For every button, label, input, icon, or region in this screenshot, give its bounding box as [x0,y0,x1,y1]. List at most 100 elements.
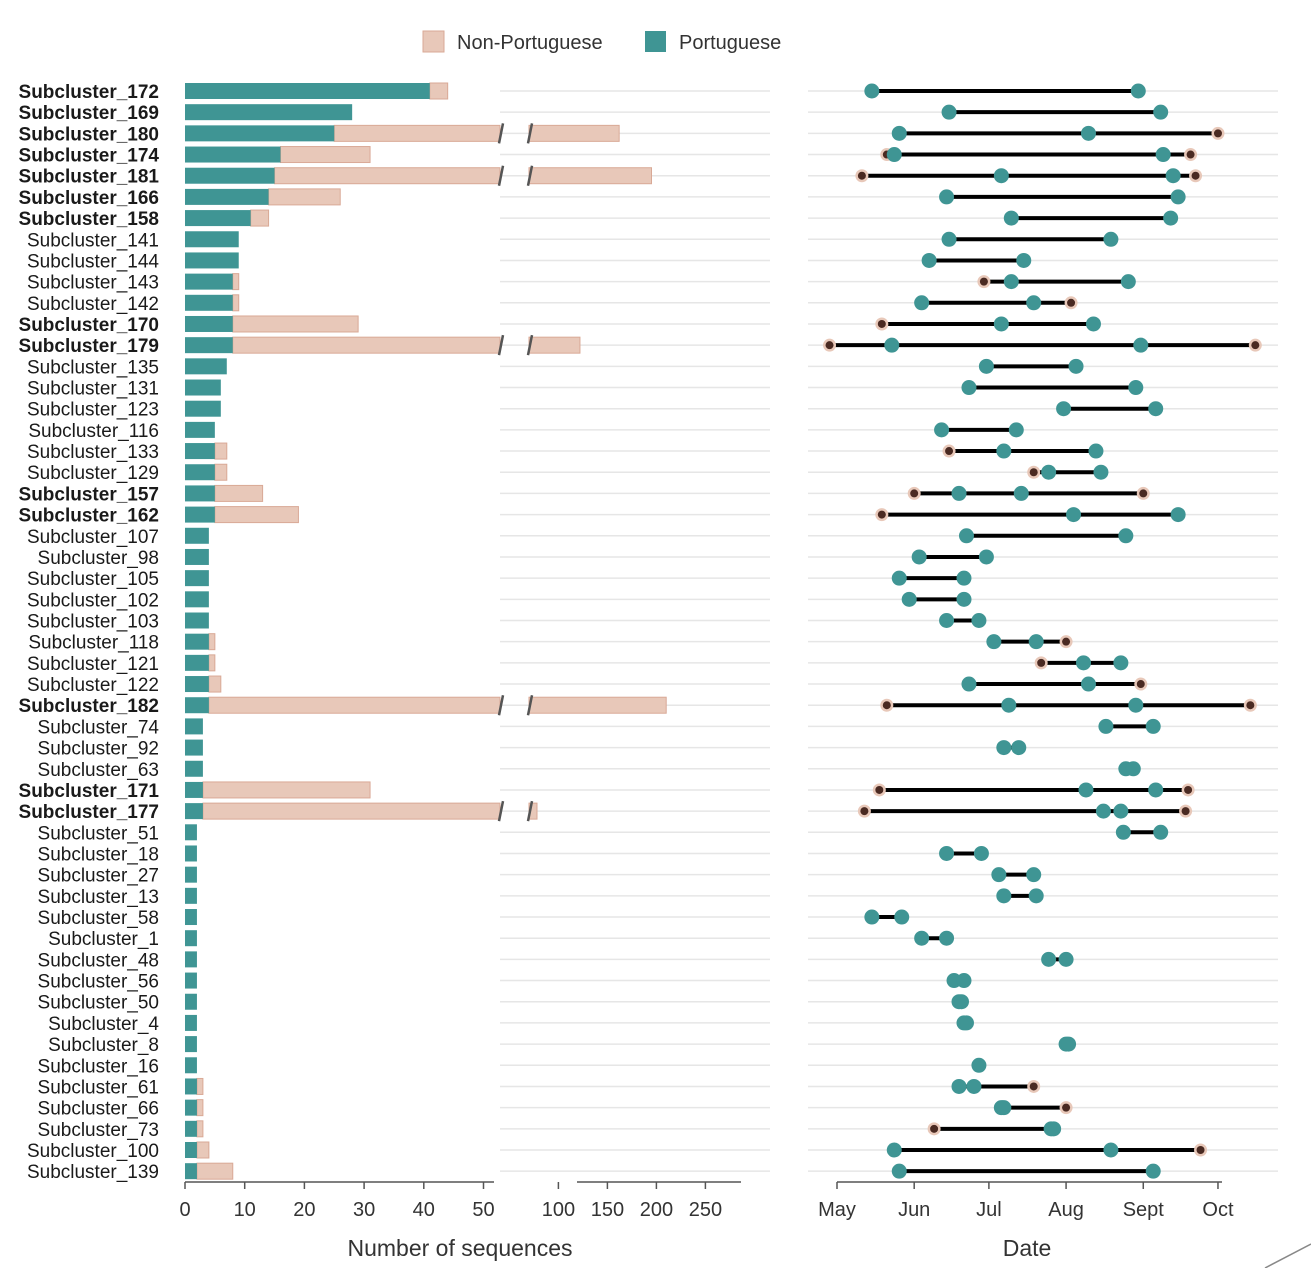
category-label: Subcluster_116 [28,421,159,442]
category-labels: Subcluster_172Subcluster_169Subcluster_1… [19,82,160,1183]
non-portuguese-bar [208,654,216,672]
non-portuguese-date-point [1251,341,1260,350]
portuguese-date-point [1026,867,1042,883]
portuguese-bar [185,993,197,1010]
bar-x-tick-label: 20 [293,1199,315,1221]
axis-break-marker [497,694,505,716]
non-portuguese-date-point [882,701,891,710]
portuguese-bar [185,146,281,163]
portuguese-date-point [886,1142,902,1158]
non-portuguese-bar [333,124,501,142]
portuguese-date-point [891,570,907,586]
portuguese-bar [185,464,215,481]
portuguese-bar [185,548,209,565]
portuguese-date-point [1003,210,1019,226]
portuguese-date-point [958,1015,974,1031]
portuguese-date-point [1078,782,1094,798]
portuguese-date-point [1148,401,1164,417]
portuguese-date-point [951,1078,967,1094]
category-label: Subcluster_179 [19,336,159,357]
portuguese-date-point [1113,803,1129,819]
non-portuguese-date-point [1213,129,1222,138]
non-portuguese-date-point [1029,468,1038,477]
category-label: Subcluster_74 [38,717,160,738]
portuguese-date-point [1016,252,1032,268]
portuguese-date-point [1001,697,1017,713]
category-label: Subcluster_157 [19,484,159,505]
portuguese-bar [185,188,269,205]
portuguese-bar [185,210,251,227]
portuguese-date-point [1028,888,1044,904]
portuguese-date-point [1080,125,1096,141]
category-label: Subcluster_58 [38,908,159,929]
portuguese-date-point [1076,655,1092,671]
date-x-tick-label: Sept [1123,1199,1165,1221]
portuguese-date-point [971,613,987,628]
non-portuguese-date-point [1191,171,1200,180]
portuguese-date-point [991,867,1007,883]
portuguese-bar [185,83,430,99]
date-panel [823,83,1262,1179]
bar-x-tick-label: 40 [413,1199,435,1221]
category-label: Subcluster_141 [27,230,159,251]
non-portuguese-date-point [979,277,988,286]
date-x-tick-label: Jun [898,1199,930,1221]
portuguese-date-point [1170,189,1186,205]
category-label: Subcluster_56 [38,972,159,993]
category-label: Subcluster_177 [19,802,159,823]
bar-x-tick-label: 200 [640,1199,673,1221]
non-portuguese-date-point [1181,807,1190,816]
portuguese-date-point [1153,824,1169,840]
portuguese-bar [185,1142,197,1158]
legend-swatch-non-portuguese [422,30,445,53]
non-portuguese-date-point [1196,1146,1205,1154]
portuguese-bar [185,824,197,841]
category-label: Subcluster_170 [19,315,159,336]
date-x-tick-label: Aug [1048,1199,1084,1221]
portuguese-bar [185,1014,197,1031]
portuguese-bar [185,654,209,671]
category-label: Subcluster_181 [19,167,160,188]
portuguese-bar [185,1078,197,1095]
portuguese-date-point [939,613,955,628]
portuguese-date-point [966,1078,982,1094]
portuguese-bar [185,1057,197,1074]
date-x-tick-label: May [818,1199,856,1221]
portuguese-date-point [1155,147,1171,163]
portuguese-date-point [941,231,957,247]
portuguese-bar [185,443,215,460]
non-portuguese-bar [202,802,501,820]
portuguese-date-point [961,676,977,692]
portuguese-date-point [1056,401,1072,417]
category-label: Subcluster_102 [27,590,159,611]
portuguese-bar [185,845,197,862]
portuguese-bar [185,485,215,502]
category-label: Subcluster_105 [27,569,159,590]
portuguese-bar [185,972,197,989]
portuguese-date-point [996,443,1012,459]
axis-break-marker [526,800,534,822]
category-label: Subcluster_63 [38,760,159,781]
non-portuguese-bar [232,273,240,291]
portuguese-bar [185,315,233,332]
portuguese-date-point [956,591,972,607]
non-portuguese-date-point [860,807,869,816]
portuguese-bar [185,909,197,926]
portuguese-date-point [954,994,969,1010]
portuguese-date-point [891,1163,907,1179]
portuguese-bar [185,697,209,714]
portuguese-date-point [1120,274,1136,290]
portuguese-bar [185,379,221,396]
category-label: Subcluster_50 [38,993,159,1014]
portuguese-date-point [1013,485,1029,501]
portuguese-bar [185,887,197,904]
category-label: Subcluster_122 [27,675,159,696]
category-label: Subcluster_13 [38,887,159,908]
category-label: Subcluster_169 [19,103,159,124]
non-portuguese-date-point [1184,785,1193,794]
non-portuguese-bar-continued [528,167,652,185]
portuguese-date-point [1165,168,1181,184]
portuguese-date-point [1046,1121,1062,1137]
date-x-tick-label: Oct [1202,1199,1234,1221]
non-portuguese-date-point [910,489,919,498]
